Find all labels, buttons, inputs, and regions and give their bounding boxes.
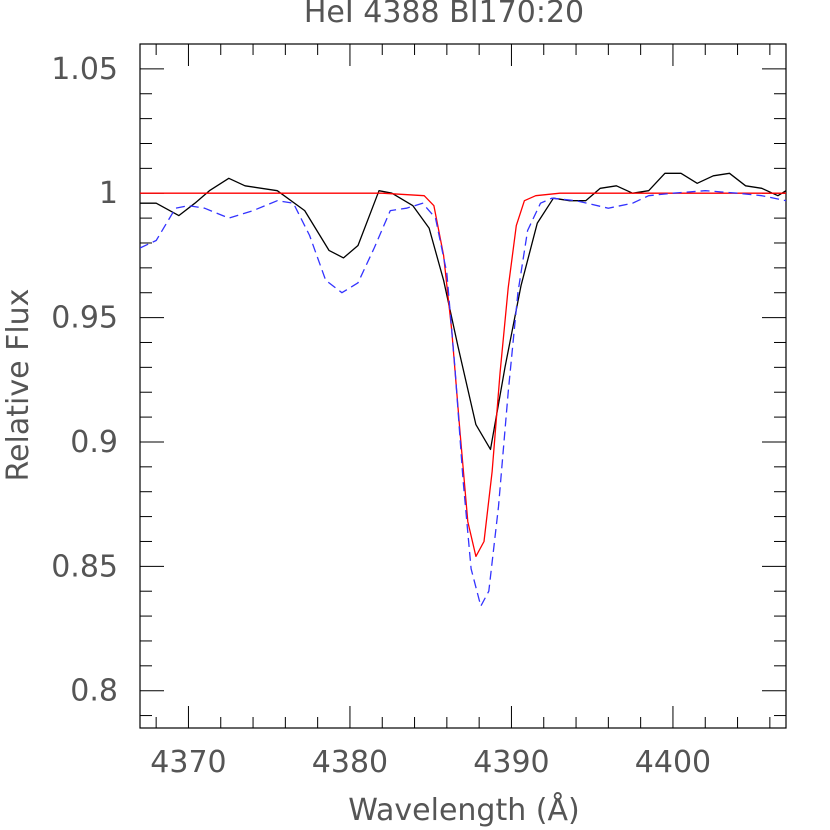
y-axis-label: Relative Flux <box>1 289 36 482</box>
y-tick-label: 0.9 <box>70 425 118 460</box>
y-tick-label: 1 <box>99 176 118 211</box>
series-group <box>140 172 786 607</box>
x-tick-label: 4370 <box>150 745 226 780</box>
x-axis-label: Wavelength (Å) <box>348 792 579 828</box>
x-tick-label: 4380 <box>312 745 388 780</box>
observed-spectrum-line <box>140 172 786 451</box>
model-dashed-line <box>140 190 786 607</box>
y-tick-label: 0.85 <box>51 549 118 584</box>
chart-title: HeI 4388 BI170:20 <box>304 0 584 30</box>
axes <box>139 43 787 729</box>
plot-frame <box>139 43 787 729</box>
y-tick-label: 1.05 <box>51 52 118 87</box>
y-tick-label: 0.8 <box>70 674 118 709</box>
x-tick-label: 4400 <box>635 745 711 780</box>
model-fit-line <box>140 192 786 558</box>
y-tick-label: 0.95 <box>51 301 118 336</box>
x-tick-label: 4390 <box>473 745 549 780</box>
tick-labels: 4370 4380 4390 4400 0.8 0.85 0.9 0.95 1 1.05 <box>51 52 711 780</box>
